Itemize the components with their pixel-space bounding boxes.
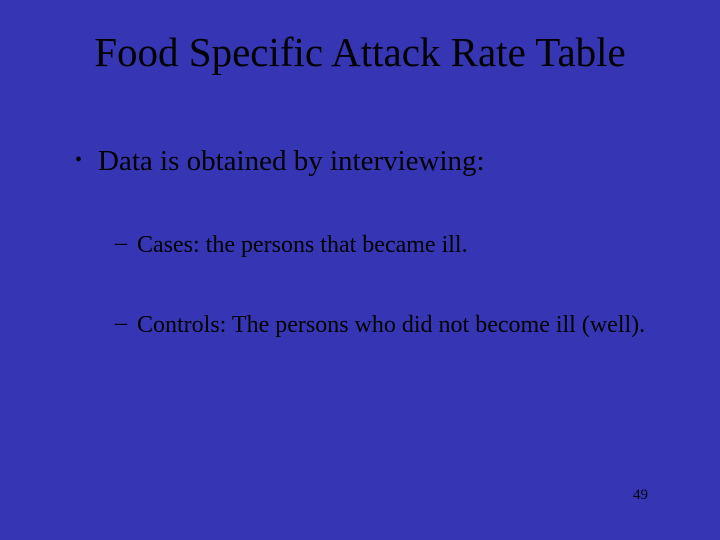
bullet-marker-dash-icon: – — [115, 309, 127, 338]
bullet-marker-dash-icon: – — [115, 229, 127, 258]
bullet-item-level2: – Cases: the persons that became ill. — [55, 229, 665, 261]
bullet-text: Data is obtained by interviewing: — [98, 144, 485, 179]
bullet-item-level1: • Data is obtained by interviewing: — [55, 144, 665, 179]
slide: Food Specific Attack Rate Table • Data i… — [0, 0, 720, 540]
bullet-item-level2: – Controls: The persons who did not beco… — [55, 309, 665, 341]
page-number: 49 — [633, 487, 648, 504]
page-title: Food Specific Attack Rate Table — [55, 28, 665, 76]
bullet-text: Cases: the persons that became ill. — [137, 229, 468, 261]
bullet-text: Controls: The persons who did not become… — [137, 309, 645, 341]
bullet-marker-dot-icon: • — [75, 144, 82, 177]
